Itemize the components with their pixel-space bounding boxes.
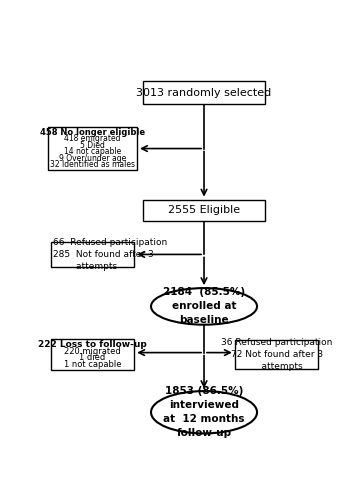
Ellipse shape [151, 391, 257, 434]
Text: 3013 randomly selected: 3013 randomly selected [136, 88, 272, 98]
Ellipse shape [151, 288, 257, 325]
Text: 2555 Eligible: 2555 Eligible [168, 205, 240, 215]
Text: 1853 (86.5%)
interviewed
at  12 months
follow-up: 1853 (86.5%) interviewed at 12 months fo… [163, 386, 245, 438]
Text: 220 migrated: 220 migrated [64, 346, 121, 356]
Text: 458 No longer eligible: 458 No longer eligible [40, 128, 145, 137]
Text: 1 died: 1 died [79, 354, 105, 362]
Text: 222 Loss to follow-up: 222 Loss to follow-up [38, 340, 147, 349]
FancyBboxPatch shape [235, 340, 319, 369]
Text: 1 not capable: 1 not capable [64, 360, 121, 370]
FancyBboxPatch shape [48, 128, 137, 170]
Text: 2184  (85.5%)
enrolled at
baseline: 2184 (85.5%) enrolled at baseline [163, 288, 245, 326]
FancyBboxPatch shape [50, 339, 134, 370]
Text: 14 not capable: 14 not capable [64, 148, 121, 156]
Text: 9 Over/under age: 9 Over/under age [59, 154, 126, 163]
FancyBboxPatch shape [143, 81, 265, 104]
FancyBboxPatch shape [50, 242, 134, 267]
FancyBboxPatch shape [143, 200, 265, 220]
Text: 66  Refused participation
285  Not found after 3
        attempts: 66 Refused participation 285 Not found a… [53, 238, 168, 270]
Text: 32 Identified as males: 32 Identified as males [50, 160, 135, 170]
Text: 36 Refused participation
72 Not found after 3
    attempts: 36 Refused participation 72 Not found af… [221, 338, 332, 371]
Text: 418 emigrated: 418 emigrated [64, 134, 121, 143]
Text: 5 Died: 5 Died [80, 141, 105, 150]
